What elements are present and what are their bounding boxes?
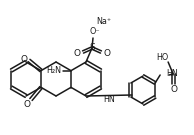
Text: O: O: [104, 48, 111, 58]
Text: HN: HN: [166, 70, 178, 78]
Text: S: S: [89, 43, 95, 53]
Text: O: O: [171, 85, 178, 94]
Text: HN: HN: [104, 95, 115, 104]
Text: H₂N: H₂N: [46, 66, 61, 75]
Text: O: O: [21, 55, 28, 64]
Text: O⁻: O⁻: [90, 28, 100, 36]
Text: O: O: [74, 48, 81, 58]
Text: O: O: [23, 100, 30, 109]
Text: HO: HO: [156, 53, 168, 63]
Text: Na⁺: Na⁺: [96, 18, 112, 26]
